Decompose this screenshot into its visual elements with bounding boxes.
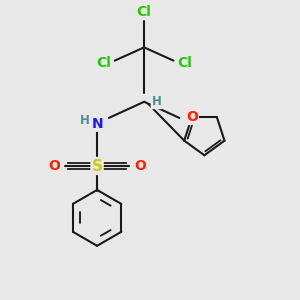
Text: O: O (49, 159, 60, 173)
Text: O: O (186, 110, 198, 124)
Text: O: O (134, 159, 146, 173)
Text: S: S (92, 159, 103, 174)
Text: Cl: Cl (137, 4, 152, 19)
Text: Cl: Cl (177, 56, 192, 70)
Text: H: H (152, 95, 161, 108)
Text: Cl: Cl (96, 56, 111, 70)
Text: H: H (80, 114, 90, 128)
Text: N: N (91, 117, 103, 131)
